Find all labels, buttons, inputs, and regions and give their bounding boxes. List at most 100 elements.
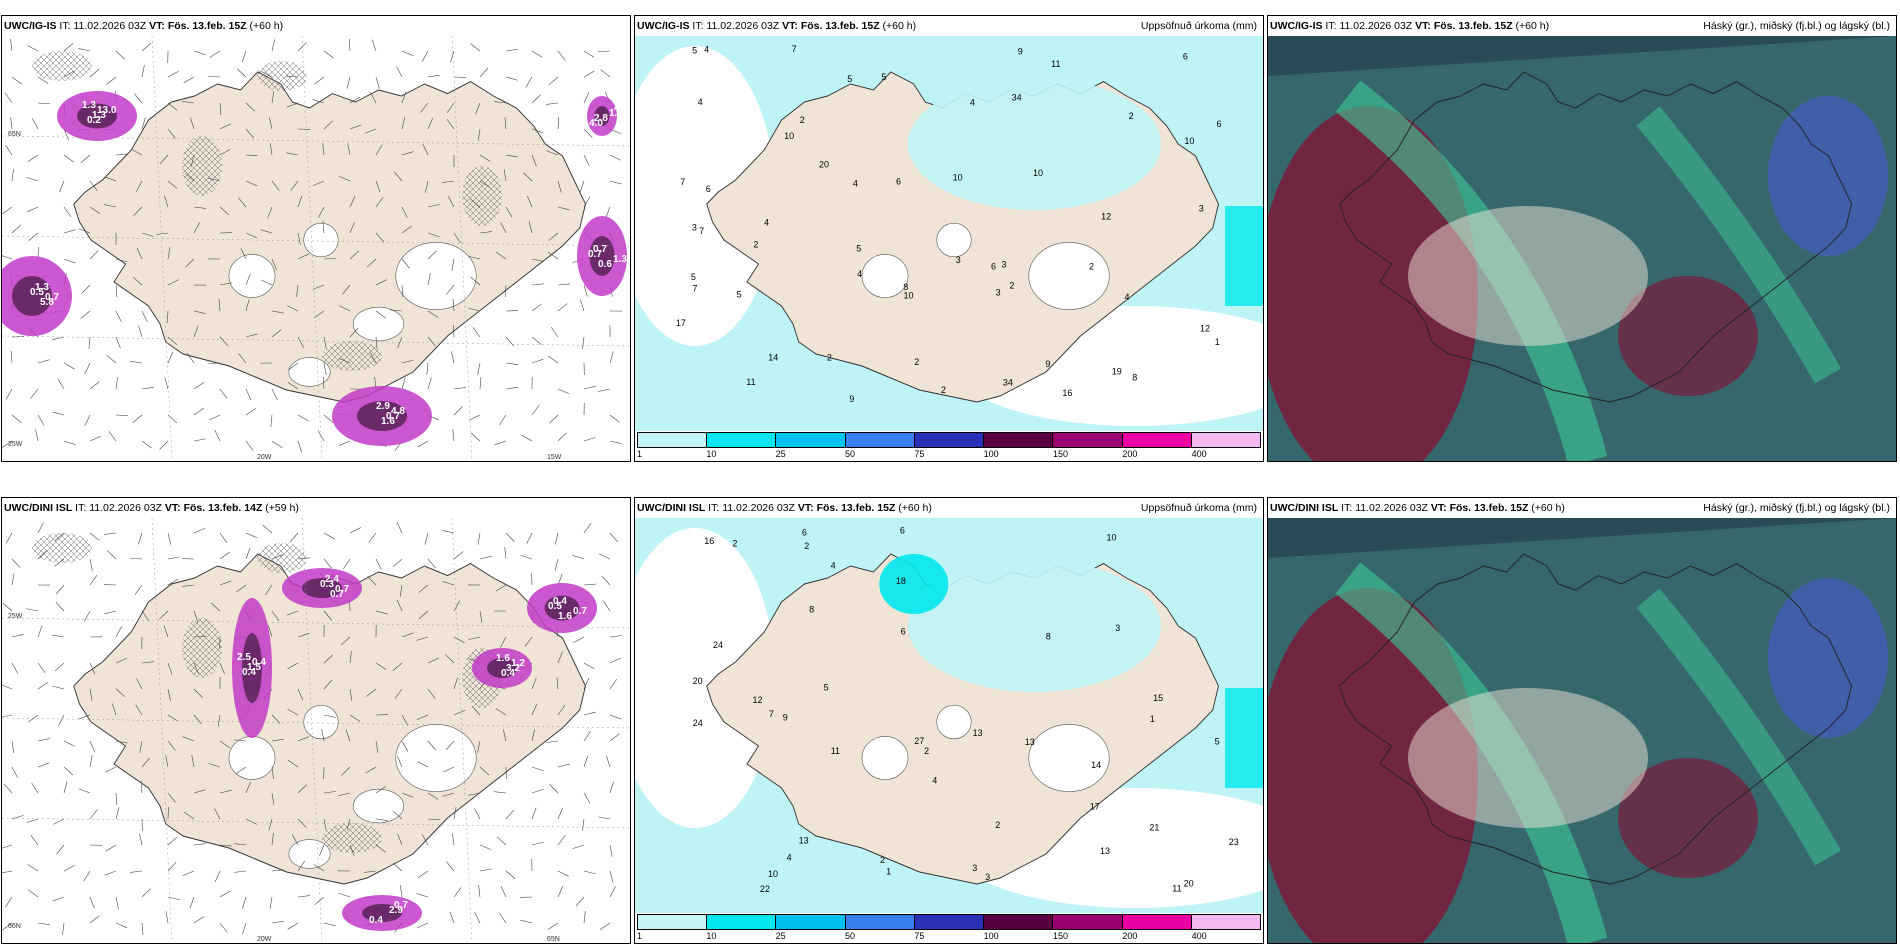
colorbar-tick-label: 75 bbox=[914, 449, 925, 459]
wind-barb bbox=[349, 327, 359, 338]
axis-label: 66N bbox=[8, 923, 21, 930]
map-panel-p6[interactable]: UWC/DINI ISL IT: 11.02.2026 03Z VT: Fös.… bbox=[1267, 497, 1897, 944]
wind-barb bbox=[531, 766, 544, 772]
wind-barb bbox=[323, 714, 336, 718]
map-area[interactable]: 2.5 0.3 0.7 1.6 2.9 0.4 2.4 0.5 0.4 0.7 1.5 0.7 0.4 3… bbox=[2, 518, 630, 943]
wind-barb bbox=[214, 808, 221, 820]
wind-barb bbox=[479, 868, 492, 872]
panel-vt-label: VT: bbox=[797, 502, 814, 514]
wind-barb bbox=[609, 635, 622, 638]
glacier bbox=[352, 788, 405, 824]
value-label: 0.4 bbox=[553, 596, 567, 607]
wind-barb bbox=[184, 811, 195, 820]
map-area[interactable]: 2 6 6 3 5 6 12 3 4 10 14 7 5 8 4 12 10 7 9 10 5 6 10 11 5 9 9 7 2 1 3 4… bbox=[635, 36, 1263, 461]
panel-it-value: 11.02.2026 03Z bbox=[722, 502, 795, 514]
wind-barb bbox=[364, 870, 377, 873]
wind-barb bbox=[115, 792, 118, 805]
wind-barb bbox=[115, 740, 128, 744]
wind-barb bbox=[141, 922, 144, 935]
map-area[interactable] bbox=[1268, 36, 1896, 461]
value-label: 0.4 bbox=[369, 915, 383, 926]
glacier bbox=[303, 222, 339, 258]
wind-barb bbox=[349, 688, 353, 701]
wind-barb bbox=[531, 154, 537, 167]
wind-barb bbox=[609, 678, 618, 690]
wind-barb bbox=[323, 336, 327, 349]
wind-barb bbox=[495, 708, 507, 716]
wind-barb bbox=[268, 818, 273, 831]
wind-barb bbox=[26, 177, 39, 182]
colorbar-tick-label: 10 bbox=[706, 449, 717, 459]
wind-barb bbox=[105, 766, 117, 773]
map-panel-p2[interactable]: UWC/IG-IS IT: 11.02.2026 03Z VT: Fös. 13… bbox=[634, 15, 1264, 462]
map-panel-p1[interactable]: UWC/IG-IS IT: 11.02.2026 03Z VT: Fös. 13… bbox=[1, 15, 631, 462]
value-label: 0.5 bbox=[548, 601, 562, 612]
map-area[interactable] bbox=[1268, 518, 1896, 943]
wind-barb bbox=[453, 887, 462, 898]
wind-barb bbox=[208, 362, 221, 364]
wind-barb bbox=[193, 635, 206, 638]
wind-barb bbox=[401, 225, 412, 234]
wind-barb bbox=[557, 180, 562, 193]
wind-barb bbox=[89, 532, 100, 541]
wind-barb bbox=[605, 206, 611, 219]
value-label: 4.5 bbox=[614, 103, 628, 114]
wind-barb bbox=[475, 102, 481, 115]
wind-barb bbox=[421, 834, 429, 846]
precip-value: 22 bbox=[760, 884, 770, 894]
wind-barb bbox=[557, 206, 570, 211]
wind-barb bbox=[417, 761, 429, 768]
wind-barb bbox=[479, 231, 492, 234]
map-panel-p5[interactable]: UWC/DINI ISL IT: 11.02.2026 03Z VT: Fös.… bbox=[634, 497, 1264, 944]
wind-barb bbox=[132, 414, 143, 423]
wind-barb bbox=[219, 740, 231, 749]
wind-barb bbox=[63, 865, 75, 872]
glacier bbox=[288, 839, 331, 869]
wind-barb bbox=[531, 807, 537, 820]
precip-value: 5 bbox=[881, 72, 886, 82]
wind-barb bbox=[261, 279, 273, 286]
panel-title: UWC/DINI ISL IT: 11.02.2026 03Z VT: Fös.… bbox=[4, 502, 299, 514]
map-svg: 4351324131481176101211202324181610981313… bbox=[635, 518, 1263, 913]
map-area[interactable]: 4 3 5 13 24 13 14 8 11 7 6 10 12 11 20 23 24 18 16 10 9 8 13 13… bbox=[635, 518, 1263, 943]
wind-barb bbox=[182, 101, 195, 104]
wind-barb bbox=[401, 117, 406, 130]
wind-barb bbox=[37, 662, 46, 673]
panel-header: UWC/DINI ISL IT: 11.02.2026 03Z VT: Fös.… bbox=[1270, 502, 1894, 518]
wind-barb bbox=[557, 705, 566, 716]
wind-barb bbox=[583, 128, 593, 138]
panel-vt-value: Fös. 13.feb. 14Z bbox=[183, 502, 263, 514]
wind-barb bbox=[89, 662, 96, 675]
wind-barb bbox=[271, 610, 280, 621]
wind-barb bbox=[297, 895, 310, 898]
precip-value: 2 bbox=[804, 541, 809, 551]
map-area[interactable]: 1.3 0.5 1.3 2.9 1.3 0.2 1.3 0.7 1.6 4.5 1.3 5.8 0.7 0… bbox=[2, 36, 630, 461]
wind-barb bbox=[531, 50, 543, 58]
wind-barb bbox=[63, 43, 74, 52]
precip-value: 4 bbox=[787, 852, 792, 862]
wind-barb bbox=[62, 922, 65, 935]
wind-barb bbox=[167, 70, 179, 78]
glacier bbox=[395, 724, 477, 792]
wind-barb bbox=[219, 551, 230, 560]
wind-barb bbox=[193, 688, 203, 698]
wind-barb bbox=[375, 310, 386, 319]
wind-barb bbox=[11, 662, 19, 674]
precip-value: 9 bbox=[1018, 47, 1023, 57]
map-svg bbox=[1268, 518, 1896, 943]
precip-value: 2 bbox=[753, 240, 758, 250]
precip-value: 7 bbox=[692, 284, 697, 294]
map-panel-p3[interactable]: UWC/IG-IS IT: 11.02.2026 03Z VT: Fös. 13… bbox=[1267, 15, 1897, 462]
panel-lead: (+59 h) bbox=[265, 502, 299, 514]
wind-barb bbox=[297, 336, 304, 348]
wind-barb bbox=[89, 896, 95, 909]
wind-barb bbox=[427, 558, 437, 569]
wind-barb bbox=[208, 178, 221, 182]
wind-barb bbox=[54, 558, 65, 567]
wind-barb bbox=[83, 870, 91, 882]
value-label: 1.3 bbox=[35, 282, 49, 293]
panel-vt-value: Fös. 13.feb. 15Z bbox=[167, 20, 247, 32]
map-panel-p4[interactable]: UWC/DINI ISL IT: 11.02.2026 03Z VT: Fös.… bbox=[1, 497, 631, 944]
wind-barb bbox=[52, 336, 65, 340]
wind-barb bbox=[546, 740, 559, 743]
